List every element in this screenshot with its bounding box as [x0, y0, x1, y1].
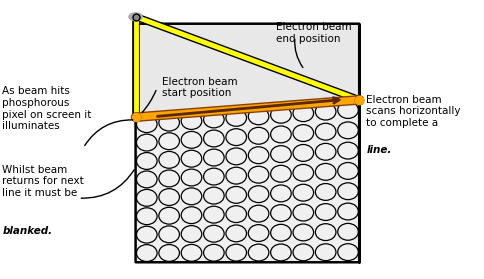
Text: Whilst beam
returns for next
line it must be: Whilst beam returns for next line it mus…: [2, 165, 84, 198]
Text: line.: line.: [366, 145, 392, 155]
Text: Electron beam
end position: Electron beam end position: [276, 22, 351, 44]
Circle shape: [129, 13, 142, 21]
Text: As beam hits
phosphorous
pixel on screen it
illuminates: As beam hits phosphorous pixel on screen…: [2, 86, 92, 131]
Text: Electron beam
scans horizontally
to complete a: Electron beam scans horizontally to comp…: [366, 95, 461, 128]
Text: blanked.: blanked.: [2, 226, 52, 236]
Polygon shape: [136, 99, 359, 262]
Polygon shape: [136, 24, 359, 116]
Text: Electron beam
start position: Electron beam start position: [162, 77, 237, 98]
